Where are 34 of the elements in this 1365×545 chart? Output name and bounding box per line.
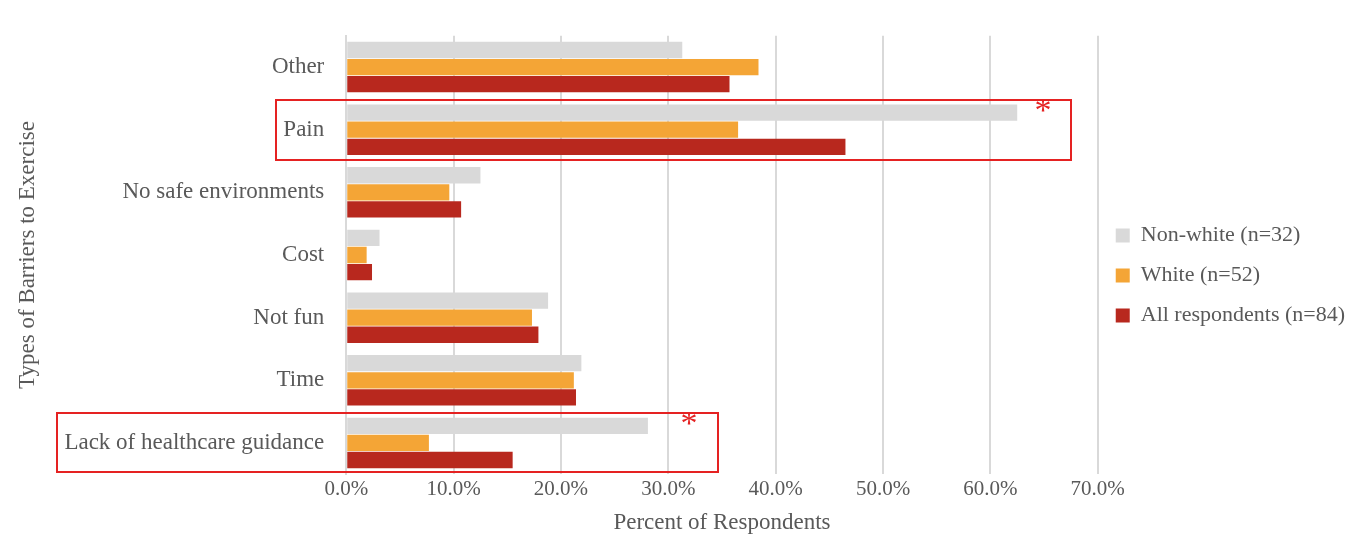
- x-tick-label: 10.0%: [426, 476, 481, 501]
- bar: [347, 434, 429, 452]
- bar: [347, 309, 532, 326]
- bar: [347, 246, 367, 264]
- legend-label: All respondents (n=84): [1140, 301, 1345, 327]
- x-tick-label: 60.0%: [963, 476, 1018, 501]
- x-tick-label: 70.0%: [1070, 476, 1125, 501]
- y-tick-label: Cost: [282, 241, 325, 267]
- bar: [347, 184, 450, 201]
- x-axis-title: Percent of Respondents: [613, 509, 831, 535]
- y-tick-label: Time: [276, 366, 325, 392]
- bar: [347, 326, 539, 343]
- x-tick-label: 0.0%: [324, 476, 369, 501]
- bar: [347, 76, 730, 93]
- bar: [347, 58, 759, 76]
- y-tick-label: Other: [271, 53, 325, 79]
- bar: [347, 372, 574, 389]
- bar: [347, 451, 513, 469]
- bar: [347, 201, 462, 218]
- y-tick-label: Not fun: [253, 303, 325, 329]
- y-axis-title: Types of Barriers to Exercise: [13, 121, 39, 389]
- x-tick-label: 50.0%: [855, 476, 911, 501]
- x-tick-label: 40.0%: [748, 476, 803, 501]
- x-tick-label: 30.0%: [641, 476, 696, 501]
- bar: [347, 138, 846, 155]
- y-tick-label: Lack of healthcare guidance: [64, 428, 325, 454]
- bar: [347, 389, 576, 406]
- legend-label: White (n=52): [1140, 261, 1261, 287]
- x-tick-label: 20.0%: [533, 476, 589, 501]
- bar: [347, 121, 739, 138]
- legend-label: Non-white (n=32): [1140, 221, 1301, 247]
- bar: [347, 263, 373, 281]
- y-tick-label: No safe environments: [122, 178, 325, 204]
- y-tick-label: Pain: [283, 115, 325, 141]
